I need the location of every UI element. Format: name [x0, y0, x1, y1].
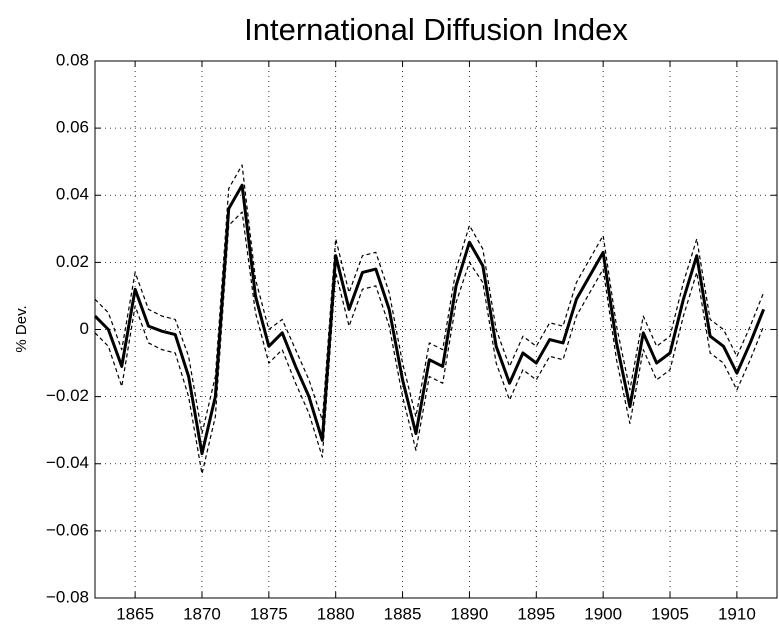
x-tick-label: 1870 [183, 604, 221, 623]
x-tick-label: 1895 [517, 604, 555, 623]
x-tick-label: 1900 [584, 604, 622, 623]
x-tick-label: 1910 [718, 604, 756, 623]
series-line [94, 211, 765, 475]
y-tick-label: −0.04 [46, 453, 89, 472]
y-tick-label: −0.02 [46, 386, 89, 405]
x-tick-label: 1890 [451, 604, 489, 623]
series-line [94, 164, 765, 435]
y-tick-label: −0.06 [46, 520, 89, 539]
y-tick-label: 0 [80, 319, 89, 338]
x-tick-label: 1865 [116, 604, 154, 623]
y-tick-label: 0.02 [56, 252, 89, 271]
x-tick-label: 1885 [384, 604, 422, 623]
y-tick-label: 0.08 [56, 50, 89, 69]
y-tick-label: −0.08 [46, 587, 89, 606]
chart-title: International Diffusion Index [244, 12, 628, 47]
x-tick-label: 1880 [317, 604, 355, 623]
series-line [93, 183, 766, 456]
y-tick-label: 0.04 [56, 185, 89, 204]
plot-frame [94, 60, 778, 599]
x-tick-label: 1905 [651, 604, 689, 623]
x-tick-label: 1875 [250, 604, 288, 623]
y-axis-label: % Dev. [13, 305, 30, 352]
y-tick-label: 0.06 [56, 118, 89, 137]
